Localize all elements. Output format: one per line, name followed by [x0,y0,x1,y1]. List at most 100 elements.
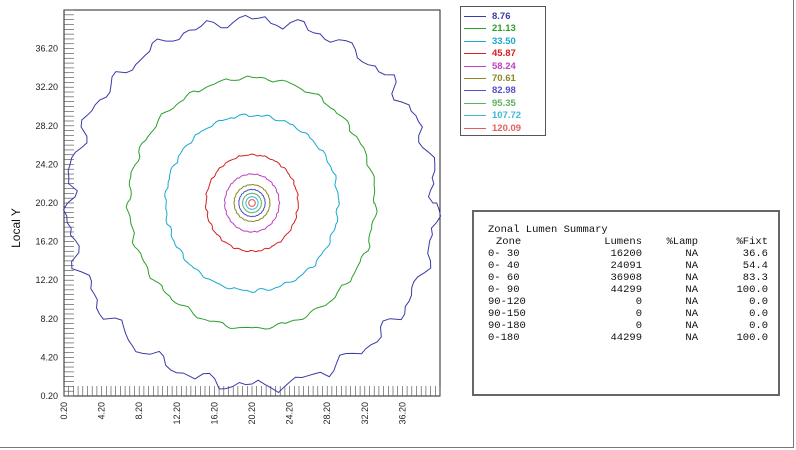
y-tick-label: 36.20 [35,44,58,54]
summary-row: 0-180 44299 NA 100.0 [474,332,778,344]
summary-cell-fixt: 100.0 [736,284,768,296]
legend-swatch [464,16,486,17]
legend-label: 21.13 [492,23,516,35]
chart-legend: 8.76 21.13 33.50 45.87 58.24 70.61 82.98 95.35 1… [460,6,546,136]
legend-swatch [464,28,486,30]
y-tick-label: 8.20 [40,314,58,324]
y-tick-label: 32.20 [35,82,58,92]
legend-entry: 70.61 [464,73,544,84]
x-tick-label: 36.20 [397,402,407,425]
contour-line [238,188,266,218]
x-tick-label: 8.20 [134,402,144,420]
summary-row: 90-180 0 NA 0.0 [474,320,778,332]
summary-cell-zone: 0-180 [488,332,520,344]
contour-line [164,113,341,294]
header-zone: Zone [496,236,522,248]
contour-line [245,196,259,210]
contour-line [62,14,442,394]
summary-row: 0- 40 24091 NA 54.4 [474,260,778,272]
y-tick-label: 20.20 [35,198,58,208]
summary-cell-zone: 0- 90 [488,284,520,296]
summary-header-row: Zone Lumens %Lamp %Fixt [474,236,778,248]
summary-cell-fixt: 54.4 [742,260,768,272]
zonal-lumen-summary-panel: Zonal Lumen Summary Zone Lumens %Lamp %F… [472,210,780,396]
summary-cell-zone: 90-120 [488,296,526,308]
summary-cell-lumens: 0 [635,308,642,320]
legend-label: 70.61 [492,73,516,84]
summary-cell-zone: 0- 60 [488,272,520,284]
contour-line [223,173,281,233]
summary-cell-lamp: NA [685,332,698,344]
summary-cell-lumens: 44299 [610,332,642,344]
legend-entry: 45.87 [464,48,544,59]
legend-swatch [464,40,486,42]
summary-cell-lumens: 16200 [610,248,642,260]
legend-entry: 120.09 [464,123,544,134]
summary-cell-lamp: NA [685,308,698,320]
summary-cell-zone: 90-150 [488,308,526,320]
summary-cell-lumens: 0 [635,296,642,308]
y-axis-label: Local Y [9,208,23,248]
summary-cell-lamp: NA [685,248,698,260]
legend-label: 45.87 [492,48,516,60]
legend-entry: 8.76 [464,11,544,22]
y-tick-label: 24.20 [35,159,58,169]
x-tick-label: 24.20 [285,402,295,425]
summary-cell-zone: 0- 40 [488,260,520,272]
contour-lines [62,14,442,394]
summary-cell-lamp: NA [685,284,698,296]
legend-swatch [464,65,486,67]
header-lamp: %Lamp [666,236,698,248]
summary-row: 90-120 0 NA 0.0 [474,296,778,308]
legend-entry: 95.35 [464,98,544,109]
summary-title: Zonal Lumen Summary [488,224,608,236]
summary-cell-zone: 90-180 [488,320,526,332]
legend-swatch [464,53,486,55]
summary-cell-lamp: NA [685,272,698,284]
legend-label: 8.76 [492,11,511,22]
legend-entry: 82.98 [464,85,544,96]
legend-swatch [464,90,486,92]
legend-swatch [464,78,486,79]
legend-label: 82.98 [492,85,516,97]
legend-swatch [464,102,486,104]
summary-cell-fixt: 100.0 [736,332,768,344]
legend-label: 107.72 [492,110,522,122]
summary-cell-lumens: 24091 [610,260,642,272]
header-fixt: %Fixt [736,236,768,248]
summary-cell-fixt: 36.6 [742,248,768,260]
legend-label: 120.09 [492,122,522,134]
contour-line [204,153,299,253]
x-tick-label: 32.20 [360,402,370,425]
summary-cell-fixt: 83.3 [742,272,768,284]
legend-entry: 58.24 [464,61,544,72]
summary-cell-lamp: NA [685,260,698,272]
x-tick-label: 20.20 [247,402,257,425]
summary-row: 0- 30 16200 NA 36.6 [474,248,778,260]
legend-entry: 107.72 [464,110,544,121]
summary-row: 0- 60 36908 NA 83.3 [474,272,778,284]
x-tick-label: 28.20 [322,402,332,425]
legend-swatch [464,115,486,117]
summary-cell-zone: 0- 30 [488,248,520,260]
plot-frame [63,9,441,397]
x-tick-label: 4.20 [97,402,107,420]
summary-cell-fixt: 0.0 [749,296,768,308]
contour-line [248,199,256,207]
legend-label: 95.35 [492,97,516,109]
plot-axes [63,9,441,397]
summary-cell-fixt: 0.0 [749,308,768,320]
tick-labels: 0.20 4.20 8.20 12.20 16.20 20.20 24.20 28.20 32.… [35,44,407,425]
legend-swatch [464,127,486,129]
summary-cell-fixt: 0.0 [749,320,768,332]
y-tick-label: 16.20 [35,237,58,247]
legend-label: 58.24 [492,60,516,72]
y-tick-label: 4.20 [40,352,58,362]
y-tick-label: 28.20 [35,121,58,131]
summary-cell-lumens: 36908 [610,272,642,284]
header-lumens: Lumens [604,236,642,248]
summary-cell-lamp: NA [685,320,698,332]
contour-line [241,192,263,214]
